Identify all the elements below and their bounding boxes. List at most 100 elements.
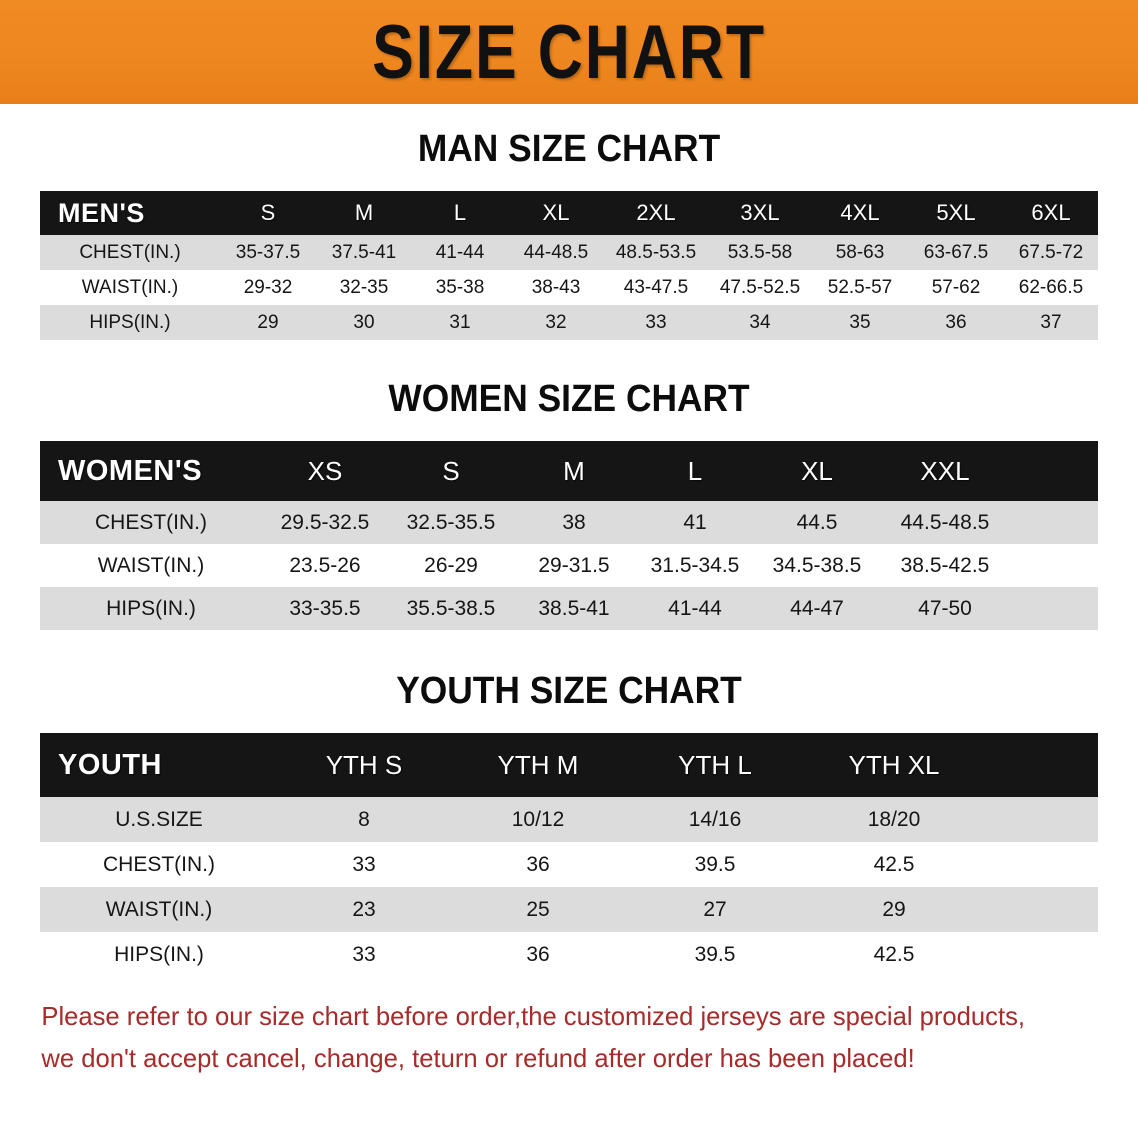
youth-chest-m: 36 <box>526 852 550 876</box>
man-chest-3xl: 53.5-58 <box>727 241 793 263</box>
women-hips-xxl: 47-50 <box>918 596 972 620</box>
man-waist-2xl: 43-47.5 <box>623 276 689 298</box>
man-waist-4xl: 52.5-57 <box>827 276 893 298</box>
youth-ussize-m: 10/12 <box>511 807 565 831</box>
man-hips-2xl: 33 <box>645 311 667 333</box>
women-table-header: WOMEN'S XS S M L XL XXL <box>40 441 1098 501</box>
youth-col-header-xl: YTH XL <box>848 749 940 780</box>
man-chest-xl: 44-48.5 <box>523 241 589 263</box>
youth-hips-l: 39.5 <box>694 942 736 966</box>
youth-row-label-us-size: U.S.SIZE <box>115 807 203 831</box>
women-waist-spacer <box>1012 544 1098 587</box>
youth-hips-s: 33 <box>352 942 376 966</box>
man-hips-s: 29 <box>257 311 279 333</box>
youth-chest-xl: 42.5 <box>873 852 915 876</box>
youth-hips-xl: 42.5 <box>873 942 915 966</box>
youth-section-title: YOUTH SIZE CHART <box>396 670 742 712</box>
youth-waist-m: 25 <box>526 897 550 921</box>
man-waist-s: 29-32 <box>243 276 293 298</box>
man-size-table: MEN'S S M L XL 2XL 3XL 4XL 5XL 6XL CHEST… <box>40 191 1098 340</box>
man-waist-m: 32-35 <box>339 276 389 298</box>
man-chest-6xl: 67.5-72 <box>1018 241 1084 263</box>
table-row: CHEST(IN.) 29.5-32.5 32.5-35.5 38 41 44.… <box>40 501 1098 544</box>
man-hips-5xl: 36 <box>945 311 967 333</box>
women-col-header-m: M <box>563 455 585 486</box>
women-hips-m: 38.5-41 <box>538 596 610 620</box>
youth-chest-s: 33 <box>352 852 376 876</box>
man-col-header-4xl: 4XL <box>840 200 880 225</box>
table-row: CHEST(IN.) 35-37.5 37.5-41 41-44 44-48.5… <box>40 235 1098 270</box>
women-size-table: WOMEN'S XS S M L XL XXL CHEST(IN.) 29.5-… <box>40 441 1098 630</box>
youth-row-label-chest: CHEST(IN.) <box>103 852 215 876</box>
women-waist-xxl: 38.5-42.5 <box>900 553 990 577</box>
man-col-header-l: L <box>453 200 467 225</box>
table-row: WAIST(IN.) 23.5-26 26-29 29-31.5 31.5-34… <box>40 544 1098 587</box>
youth-hips-m: 36 <box>526 942 550 966</box>
women-hips-xs: 33-35.5 <box>289 596 361 620</box>
youth-col-header-s: YTH S <box>325 749 403 780</box>
women-waist-xs: 23.5-26 <box>289 553 361 577</box>
women-table-body: CHEST(IN.) 29.5-32.5 32.5-35.5 38 41 44.… <box>40 501 1098 630</box>
women-header-row: WOMEN'S XS S M L XL XXL <box>40 441 1098 501</box>
youth-corner-label: YOUTH <box>58 748 162 781</box>
women-chest-m: 38 <box>562 510 586 534</box>
table-row: WAIST(IN.) 23 25 27 29 <box>40 887 1098 932</box>
man-row-label-hips: HIPS(IN.) <box>89 311 171 333</box>
youth-waist-xl: 29 <box>882 897 906 921</box>
women-corner-label: WOMEN'S <box>58 454 203 487</box>
man-col-header-3xl: 3XL <box>740 200 780 225</box>
youth-header-row: YOUTH YTH S YTH M YTH L YTH XL <box>40 733 1098 797</box>
women-row-label-hips: HIPS(IN.) <box>106 596 196 620</box>
man-col-header-xl: XL <box>542 200 570 225</box>
women-col-header-xs: XS <box>307 455 343 486</box>
man-header-row: MEN'S S M L XL 2XL 3XL 4XL 5XL 6XL <box>40 191 1098 235</box>
women-hips-l: 41-44 <box>668 596 722 620</box>
women-col-header-s: S <box>442 455 460 486</box>
women-header-spacer <box>1012 441 1098 501</box>
youth-table-header: YOUTH YTH S YTH M YTH L YTH XL <box>40 733 1098 797</box>
man-hips-3xl: 34 <box>749 311 771 333</box>
man-waist-6xl: 62-66.5 <box>1018 276 1084 298</box>
man-hips-m: 30 <box>353 311 375 333</box>
youth-waist-spacer <box>984 887 1098 932</box>
youth-waist-s: 23 <box>352 897 376 921</box>
table-row: HIPS(IN.) 29 30 31 32 33 34 35 36 37 <box>40 305 1098 340</box>
women-waist-s: 26-29 <box>424 553 478 577</box>
man-row-label-chest: CHEST(IN.) <box>79 241 181 263</box>
women-row-label-waist: WAIST(IN.) <box>97 553 205 577</box>
women-waist-m: 29-31.5 <box>538 553 610 577</box>
man-col-header-2xl: 2XL <box>636 200 676 225</box>
youth-row-label-hips: HIPS(IN.) <box>114 942 204 966</box>
man-hips-xl: 32 <box>545 311 567 333</box>
table-row: CHEST(IN.) 33 36 39.5 42.5 <box>40 842 1098 887</box>
women-section: WOMEN SIZE CHART WOMEN'S XS S M L XL XXL… <box>0 340 1138 630</box>
man-col-header-s: S <box>260 200 276 225</box>
man-waist-5xl: 57-62 <box>931 276 981 298</box>
man-chest-5xl: 63-67.5 <box>923 241 989 263</box>
man-table-body: CHEST(IN.) 35-37.5 37.5-41 41-44 44-48.5… <box>40 235 1098 340</box>
man-col-header-m: M <box>354 200 374 225</box>
women-hips-xl: 44-47 <box>790 596 844 620</box>
youth-table-body: U.S.SIZE 8 10/12 14/16 18/20 CHEST(IN.) … <box>40 797 1098 977</box>
man-hips-4xl: 35 <box>849 311 871 333</box>
page-title: SIZE CHART <box>372 9 766 95</box>
man-hips-l: 31 <box>449 311 471 333</box>
man-chest-4xl: 58-63 <box>835 241 885 263</box>
table-row: HIPS(IN.) 33-35.5 35.5-38.5 38.5-41 41-4… <box>40 587 1098 630</box>
youth-ussize-xl: 18/20 <box>867 807 921 831</box>
youth-ussize-s: 8 <box>358 807 370 831</box>
man-chest-2xl: 48.5-53.5 <box>615 241 697 263</box>
man-chest-s: 35-37.5 <box>235 241 301 263</box>
youth-size-table: YOUTH YTH S YTH M YTH L YTH XL U.S.SIZE … <box>40 733 1098 977</box>
man-row-label-waist: WAIST(IN.) <box>81 276 179 298</box>
women-chest-s: 32.5-35.5 <box>406 510 496 534</box>
youth-header-spacer <box>984 733 1098 797</box>
women-col-header-xxl: XXL <box>920 455 970 486</box>
page-banner: SIZE CHART <box>0 0 1138 104</box>
women-waist-xl: 34.5-38.5 <box>772 553 862 577</box>
youth-ussize-l: 14/16 <box>688 807 742 831</box>
youth-chest-l: 39.5 <box>694 852 736 876</box>
man-chest-l: 41-44 <box>435 241 485 263</box>
women-chest-spacer <box>1012 501 1098 544</box>
youth-row-label-waist: WAIST(IN.) <box>105 897 213 921</box>
